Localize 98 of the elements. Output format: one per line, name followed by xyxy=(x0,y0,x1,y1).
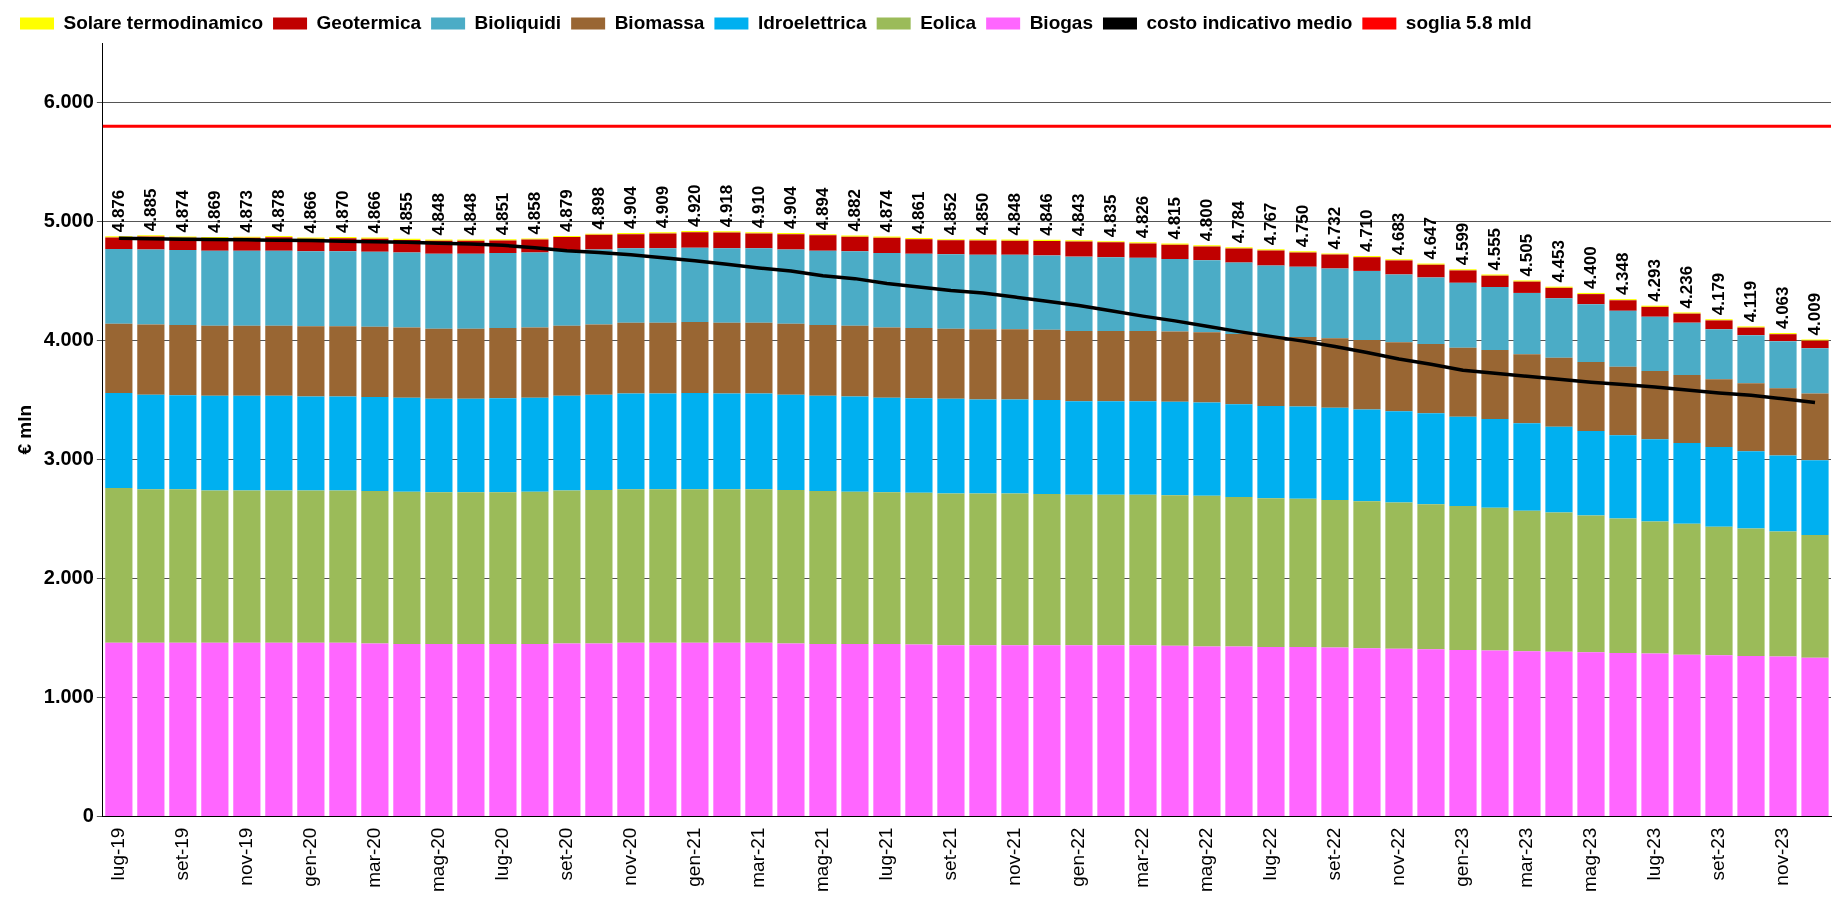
x-tick-label: nov-21 xyxy=(1003,827,1025,886)
total-label: 4.009 xyxy=(1804,292,1824,336)
x-tick-label: mag-22 xyxy=(1195,827,1217,892)
legend-label: Idroelettrica xyxy=(757,11,868,33)
x-tick-label: gen-23 xyxy=(1451,827,1473,887)
total-label: 4.555 xyxy=(1484,227,1504,271)
total-label: 4.683 xyxy=(1388,212,1408,256)
x-tick-label: set-19 xyxy=(171,827,193,881)
x-tick-label: mag-21 xyxy=(811,827,833,892)
x-tick-label: nov-23 xyxy=(1771,827,1793,886)
legend-label: Solare termodinamico xyxy=(63,11,264,33)
total-label: 4.904 xyxy=(620,185,640,229)
x-tick-label: nov-19 xyxy=(235,827,257,886)
total-label: 4.904 xyxy=(780,185,800,229)
x-tick-label: lug-22 xyxy=(1259,827,1281,881)
total-label: 4.835 xyxy=(1100,194,1120,238)
total-label: 4.732 xyxy=(1324,206,1344,250)
total-label: 4.882 xyxy=(844,189,864,232)
total-label: 4.293 xyxy=(1644,259,1664,302)
total-label: 4.850 xyxy=(972,192,992,236)
total-label: 4.918 xyxy=(716,184,736,228)
legend-label: Bioliquidi xyxy=(474,11,562,33)
total-label: 4.852 xyxy=(940,192,960,236)
x-tick-label: set-21 xyxy=(939,827,961,881)
total-label: 4.874 xyxy=(876,189,896,233)
x-tick-label: nov-22 xyxy=(1387,827,1409,886)
total-label: 4.848 xyxy=(1004,193,1024,236)
x-tick-label: gen-20 xyxy=(299,827,321,887)
y-tick-label: 3.000 xyxy=(43,447,94,470)
total-label: 4.848 xyxy=(460,193,480,236)
legend-label: Biomassa xyxy=(614,11,705,33)
x-tick-label: gen-22 xyxy=(1067,827,1089,887)
total-label: 4.400 xyxy=(1580,246,1600,289)
x-tick-label: mag-20 xyxy=(427,827,449,892)
y-tick-label: 5.000 xyxy=(43,209,94,232)
x-tick-label: mar-23 xyxy=(1515,827,1537,888)
total-label: 4.870 xyxy=(332,190,352,233)
total-label: 4.879 xyxy=(556,189,576,232)
total-label: 4.873 xyxy=(236,190,256,233)
total-label: 4.800 xyxy=(1196,198,1216,242)
y-tick-label: 2.000 xyxy=(43,566,94,589)
total-label: 4.826 xyxy=(1132,195,1152,239)
x-tick-label: gen-21 xyxy=(683,827,705,887)
total-label: 4.885 xyxy=(140,188,160,232)
x-tick-label: lug-23 xyxy=(1643,827,1665,881)
total-label: 4.784 xyxy=(1228,200,1248,244)
total-label: 4.453 xyxy=(1548,240,1568,283)
total-label: 4.909 xyxy=(652,185,672,229)
y-tick-label: 0 xyxy=(82,804,94,827)
total-label: 4.894 xyxy=(812,187,832,231)
total-label: 4.866 xyxy=(300,190,320,234)
x-tick-label: nov-20 xyxy=(619,827,641,886)
total-label: 4.876 xyxy=(108,189,128,233)
total-label: 4.910 xyxy=(748,185,768,229)
total-label: 4.848 xyxy=(428,193,448,236)
total-label: 4.866 xyxy=(364,190,384,234)
total-label: 4.861 xyxy=(908,191,928,235)
total-label: 4.855 xyxy=(396,192,416,235)
x-tick-label: set-23 xyxy=(1707,827,1729,881)
total-label: 4.236 xyxy=(1676,265,1696,309)
total-label: 4.750 xyxy=(1292,204,1312,248)
total-label: 4.846 xyxy=(1036,193,1056,236)
x-tick-label: set-22 xyxy=(1323,827,1345,881)
total-label: 4.505 xyxy=(1516,233,1536,277)
y-tick-label: 1.000 xyxy=(43,685,94,708)
legend-label: Eolica xyxy=(920,11,977,33)
total-label: 4.869 xyxy=(204,190,224,234)
y-tick-label: 4.000 xyxy=(43,328,94,351)
total-label: 4.920 xyxy=(684,184,704,228)
y-axis-title: € mln xyxy=(13,404,35,455)
total-label: 4.179 xyxy=(1708,272,1728,316)
total-label: 4.858 xyxy=(524,191,544,235)
total-label: 4.647 xyxy=(1420,216,1440,260)
x-tick-label: lug-20 xyxy=(491,827,513,881)
total-label: 4.063 xyxy=(1772,286,1792,330)
legend-label: costo indicativo medio xyxy=(1146,11,1353,33)
total-label: 4.878 xyxy=(268,189,288,233)
total-label: 4.348 xyxy=(1612,252,1632,296)
total-label: 4.767 xyxy=(1260,202,1280,246)
x-tick-label: lug-21 xyxy=(875,827,897,881)
x-tick-label: mar-21 xyxy=(747,827,769,888)
total-label: 4.843 xyxy=(1068,193,1088,237)
x-tick-label: mag-23 xyxy=(1579,827,1601,892)
total-label: 4.815 xyxy=(1164,196,1184,240)
x-tick-label: set-20 xyxy=(555,827,577,881)
legend-label: Biogas xyxy=(1029,11,1093,33)
total-label: 4.898 xyxy=(588,187,608,230)
total-label: 4.874 xyxy=(172,189,192,233)
x-tick-label: mar-22 xyxy=(1131,827,1153,888)
total-label: 4.599 xyxy=(1452,222,1472,266)
legend-label: Geotermica xyxy=(316,11,422,33)
x-tick-label: mar-20 xyxy=(363,827,385,888)
legend-label: soglia 5.8 mld xyxy=(1405,11,1532,33)
total-label: 4.710 xyxy=(1356,209,1376,253)
x-tick-label: lug-19 xyxy=(107,827,129,881)
total-label: 4.851 xyxy=(492,192,512,236)
total-label: 4.119 xyxy=(1740,280,1760,323)
y-tick-label: 6.000 xyxy=(43,90,94,113)
